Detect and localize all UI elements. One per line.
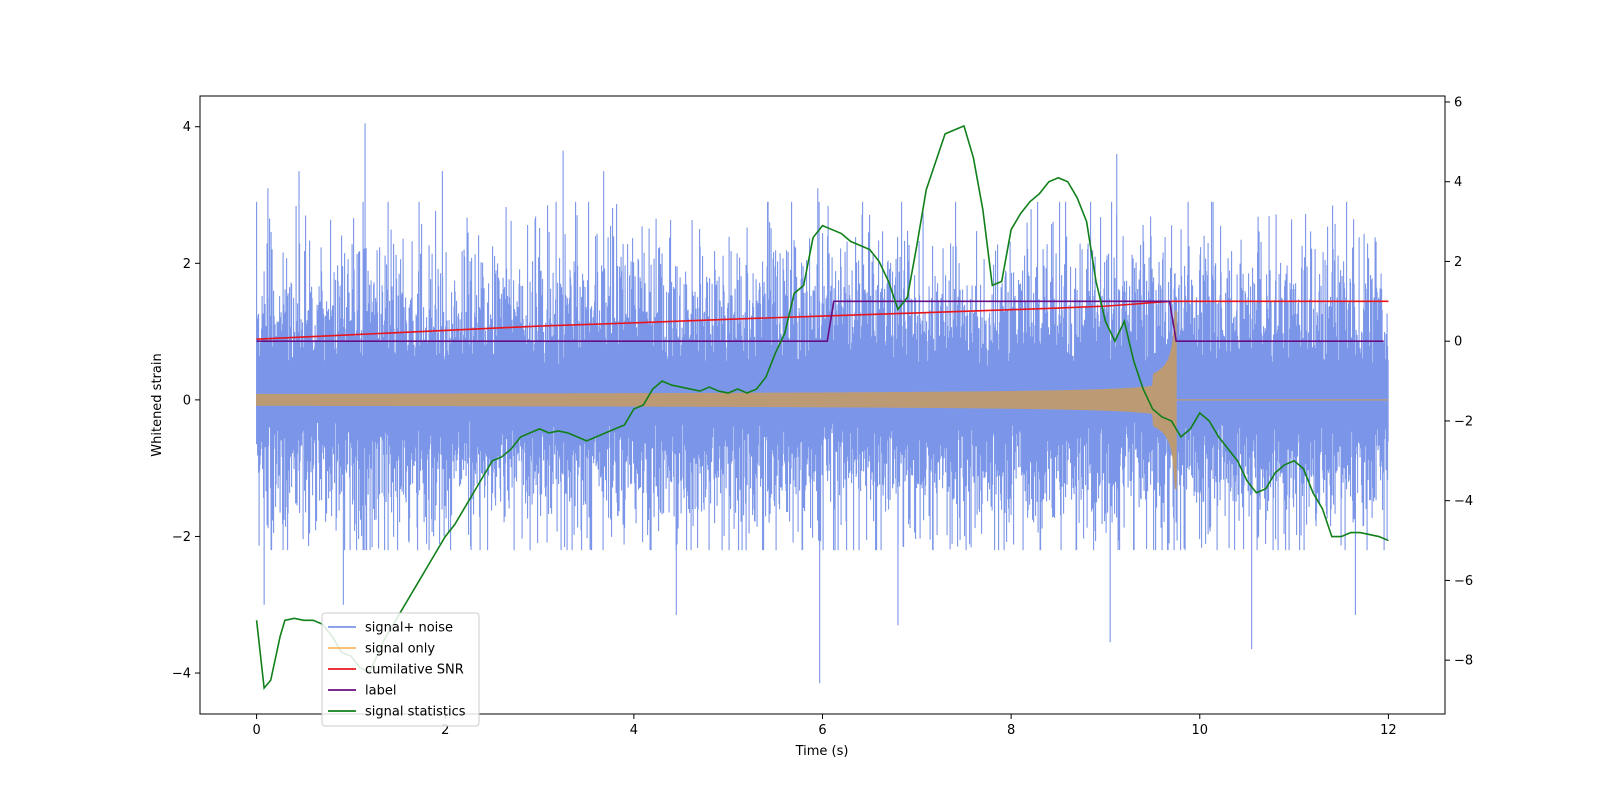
y-axis-label: Whitened strain	[150, 353, 165, 456]
x-tick-label: 12	[1380, 723, 1397, 738]
legend-item: signal statistics	[328, 705, 466, 720]
y-tick-label: 0	[183, 393, 191, 408]
legend-label: signal only	[365, 642, 435, 657]
legend-box	[321, 612, 480, 727]
y2-tick-label: 0	[1454, 335, 1462, 350]
series-signal-only	[256, 310, 1389, 490]
legend-label: signal+ noise	[365, 621, 453, 636]
x-axis-label: Time (s)	[795, 744, 849, 759]
x-tick-label: 8	[1007, 723, 1015, 738]
legend-item: signal only	[328, 642, 435, 657]
y-tick-label: −2	[172, 530, 191, 545]
legend-item: label	[328, 684, 396, 699]
y2-tick-label: 4	[1454, 175, 1462, 190]
y2-tick-label: 6	[1454, 95, 1462, 110]
series-path	[256, 310, 1177, 490]
y-tick-label: 2	[183, 257, 191, 272]
x-tick-label: 0	[252, 723, 260, 738]
y2-tick-label: −4	[1454, 494, 1473, 509]
x-axis: 0 2 4 6 8 10 12	[252, 714, 1397, 738]
legend-label: signal statistics	[365, 705, 466, 720]
y-tick-label: −4	[172, 667, 191, 682]
series-path	[255, 124, 1389, 691]
series-signal-statistics	[255, 124, 1389, 691]
y-axis-right: −8 −6 −4 −2 0 2 4 6	[1445, 95, 1473, 669]
x-tick-label: 4	[630, 723, 638, 738]
series-layer	[255, 123, 1389, 691]
series-path	[256, 300, 1384, 343]
legend-item: cumilative SNR	[328, 663, 464, 678]
y-tick-label: 4	[183, 120, 191, 135]
x-tick-label: 2	[441, 723, 449, 738]
x-tick-label: 6	[818, 723, 826, 738]
y2-tick-label: −6	[1454, 574, 1473, 589]
series-label	[256, 300, 1384, 343]
legend: signal+ noise signal only cumilative SNR la…	[321, 612, 480, 727]
legend-item: signal+ noise	[328, 621, 453, 636]
legend-label: label	[365, 684, 396, 699]
y-axis-left: −4 −2 0 2 4	[172, 120, 200, 682]
y2-tick-label: 2	[1454, 255, 1462, 270]
y2-tick-label: −8	[1454, 654, 1473, 669]
y2-tick-label: −2	[1454, 414, 1473, 429]
x-tick-label: 10	[1191, 723, 1208, 738]
legend-label: cumilative SNR	[365, 663, 464, 678]
